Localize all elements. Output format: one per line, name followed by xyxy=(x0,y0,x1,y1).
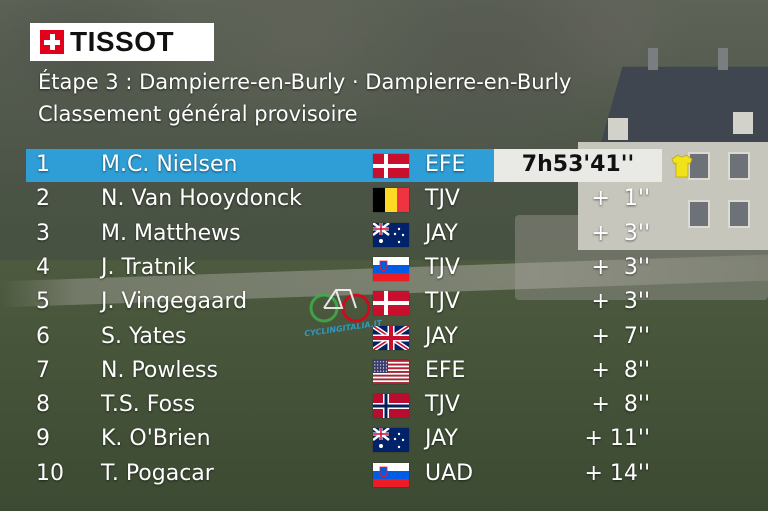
watermark: CYCLINGITALIA.IT xyxy=(304,276,383,346)
time-gap: + 11'' xyxy=(584,426,650,452)
team-code: JAY xyxy=(425,220,458,246)
row-band xyxy=(26,389,494,422)
team-code: TJV xyxy=(425,186,460,212)
swiss-cross-icon xyxy=(40,30,64,54)
belgium-flag-icon xyxy=(373,188,409,213)
chateau-window xyxy=(728,152,750,180)
standings-row: 9 K. O'Brien JAY + 11'' xyxy=(0,423,768,456)
standings-row: 7 N. Powless EFE + 8'' xyxy=(0,355,768,388)
team-code: TJV xyxy=(425,392,460,418)
time-box: + 11'' xyxy=(494,423,662,456)
chateau-window xyxy=(688,200,710,228)
rider-rank: 3 xyxy=(36,220,50,246)
chateau-chimney xyxy=(718,48,728,70)
standings-row: 6 S. Yates JAY + 7'' xyxy=(0,321,768,354)
time-box: + 1'' xyxy=(494,183,662,216)
yellow-jersey-icon xyxy=(671,154,693,178)
time-box: + 8'' xyxy=(494,355,662,388)
row-band xyxy=(26,286,494,319)
time-gap: + 8'' xyxy=(591,357,650,383)
team-code: TJV xyxy=(425,254,460,280)
australia-flag-icon xyxy=(373,428,409,453)
chateau-window xyxy=(728,200,750,228)
rider-name: T.S. Foss xyxy=(101,392,196,418)
rider-name: N. Powless xyxy=(101,357,218,383)
sponsor-logo: TISSOT xyxy=(30,23,214,61)
stage-title: Étape 3 : Dampierre-en-Burly · Dampierre… xyxy=(38,70,572,94)
team-code: TJV xyxy=(425,289,460,315)
rider-name: M.C. Nielsen xyxy=(101,152,238,177)
chateau-window xyxy=(688,152,710,180)
team-code: UAD xyxy=(425,460,474,486)
time-box: + 14'' xyxy=(494,458,662,491)
standings-row: 2 N. Van Hooydonck TJV + 1'' xyxy=(0,183,768,216)
denmark-flag-icon xyxy=(373,291,409,316)
rider-name: J. Vingegaard xyxy=(101,289,248,315)
standings-row: 1 M.C. Nielsen EFE 7h53'41'' xyxy=(0,149,768,182)
row-band xyxy=(26,252,494,285)
slovenia-flag-icon xyxy=(373,462,409,487)
team-code: JAY xyxy=(425,323,458,349)
leader-highlight-band xyxy=(26,149,494,182)
chateau-dormer xyxy=(608,118,628,140)
rider-rank: 9 xyxy=(36,426,50,452)
time-box: + 8'' xyxy=(494,389,662,422)
classification-title: Classement général provisoire xyxy=(38,102,358,126)
team-code: EFE xyxy=(425,152,466,177)
norway-flag-icon xyxy=(373,394,409,419)
standings-row: 5 J. Vingegaard TJV + 3'' xyxy=(0,286,768,319)
time-gap: + 8'' xyxy=(591,392,650,418)
standings-row: 4 J. Tratnik TJV + 3'' xyxy=(0,252,768,285)
rider-name: N. Van Hooydonck xyxy=(101,186,302,212)
rider-rank: 6 xyxy=(36,323,50,349)
time-box: + 3'' xyxy=(494,286,662,319)
usa-flag-icon xyxy=(373,359,409,384)
row-band xyxy=(26,458,494,491)
row-band xyxy=(26,355,494,388)
time-gap: + 3'' xyxy=(591,289,650,315)
row-band xyxy=(26,423,494,456)
time-box: + 7'' xyxy=(494,321,662,354)
rider-name: J. Tratnik xyxy=(101,254,196,280)
time-gap: + 7'' xyxy=(591,323,650,349)
rider-rank: 2 xyxy=(36,186,50,212)
leader-total-time: 7h53'41'' xyxy=(521,152,635,177)
time-gap: + 1'' xyxy=(591,186,650,212)
leader-time-box: 7h53'41'' xyxy=(494,149,662,182)
rider-name: T. Pogacar xyxy=(101,460,214,486)
standings-row: 10 T. Pogacar UAD + 14'' xyxy=(0,458,768,491)
time-gap: + 14'' xyxy=(584,460,650,486)
slovenia-flag-icon xyxy=(373,256,409,281)
rider-name: K. O'Brien xyxy=(101,426,211,452)
time-box: + 3'' xyxy=(494,252,662,285)
rider-rank: 1 xyxy=(36,152,50,177)
bicycle-icon xyxy=(309,289,371,323)
australia-flag-icon xyxy=(373,222,409,247)
team-code: EFE xyxy=(425,357,466,383)
sponsor-logo-text: TISSOT xyxy=(70,26,175,57)
rider-name: S. Yates xyxy=(101,323,187,349)
rider-name: M. Matthews xyxy=(101,220,241,246)
rider-rank: 7 xyxy=(36,357,50,383)
rider-rank: 5 xyxy=(36,289,50,315)
standings-row: 8 T.S. Foss TJV + 8'' xyxy=(0,389,768,422)
time-gap: + 3'' xyxy=(591,254,650,280)
team-code: JAY xyxy=(425,426,458,452)
rider-rank: 8 xyxy=(36,392,50,418)
row-band xyxy=(26,218,494,251)
time-gap: + 3'' xyxy=(591,220,650,246)
rider-rank: 4 xyxy=(36,254,50,280)
chateau-dormer xyxy=(733,112,753,134)
standings-row: 3 M. Matthews JAY + 3'' xyxy=(0,218,768,251)
time-box: + 3'' xyxy=(494,218,662,251)
row-band xyxy=(26,321,494,354)
rider-rank: 10 xyxy=(36,460,64,486)
denmark-flag-icon xyxy=(373,154,409,178)
chateau-chimney xyxy=(648,48,658,70)
uk-flag-icon xyxy=(373,325,409,350)
